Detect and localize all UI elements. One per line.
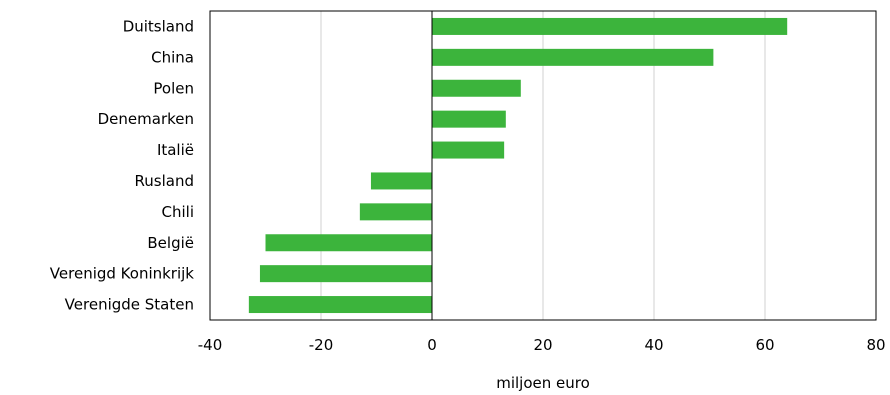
- category-label: China: [151, 48, 194, 66]
- category-label: Verenigd Koninkrijk: [50, 265, 195, 283]
- x-tick-label: -40: [198, 336, 223, 354]
- bar: [359, 203, 432, 221]
- category-label: Chili: [162, 203, 194, 221]
- x-tick-label: 40: [644, 336, 663, 354]
- x-tick-label: 60: [755, 336, 774, 354]
- plot-frame: [209, 10, 877, 321]
- x-tick-labels: -40 -20 0 20 40 60 80: [198, 336, 886, 354]
- category-label: Rusland: [135, 172, 194, 190]
- bar: [259, 265, 432, 283]
- bar: [248, 296, 432, 314]
- category-label: België: [147, 234, 194, 252]
- x-tick-label: 0: [427, 336, 437, 354]
- category-label: Verenigde Staten: [65, 296, 194, 314]
- x-tick-label: -20: [309, 336, 334, 354]
- category-label: Polen: [153, 79, 194, 97]
- bar: [432, 79, 521, 97]
- x-axis-label: miljoen euro: [496, 374, 590, 392]
- bar: [432, 48, 714, 66]
- bar: [432, 17, 788, 35]
- bar: [265, 234, 432, 252]
- category-label: Duitsland: [123, 17, 194, 35]
- bar: [432, 110, 506, 128]
- x-tick-label: 20: [533, 336, 552, 354]
- bar: [432, 141, 505, 159]
- x-tick-label: 80: [866, 336, 885, 354]
- bar: [370, 172, 432, 190]
- bars: [248, 17, 788, 314]
- category-label: Denemarken: [98, 110, 194, 128]
- category-label: Italië: [157, 141, 194, 159]
- category-labels: Duitsland China Polen Denemarken Italië Rusla…: [50, 17, 195, 313]
